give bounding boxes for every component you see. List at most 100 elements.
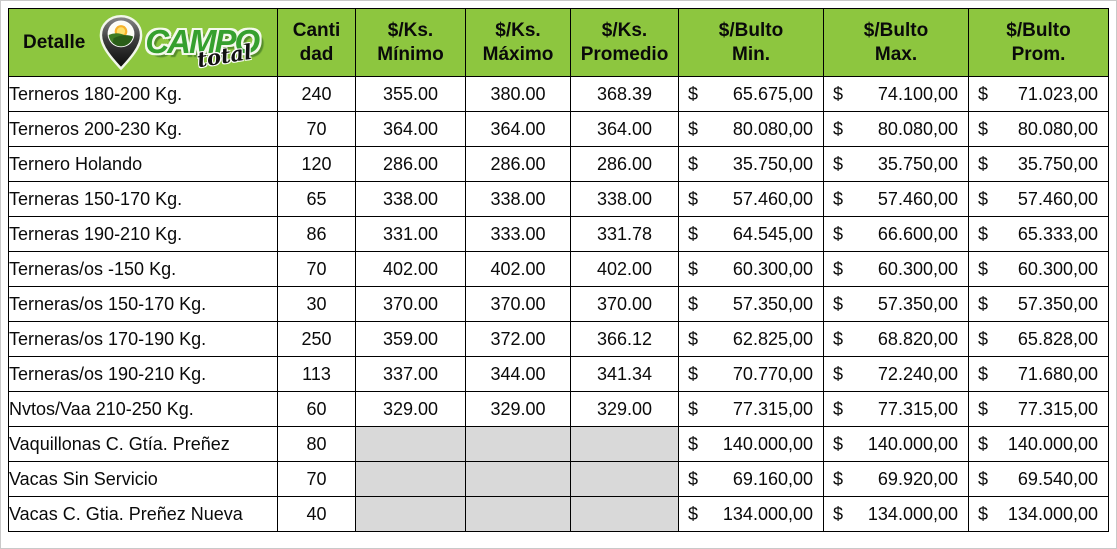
amount-value: 80.080,00	[877, 118, 958, 139]
ks-min-cell: 355.00	[355, 76, 466, 112]
ks-prom-cell: 370.00	[570, 286, 679, 322]
bulto-min-cell: $77.315,00	[678, 391, 824, 427]
amount-value: 140.000,00	[867, 433, 958, 454]
detalle-cell: Ternero Holando	[8, 146, 278, 182]
currency-symbol: $	[833, 118, 844, 139]
amount-value: 35.750,00	[1017, 153, 1098, 174]
amount-value: 57.460,00	[1017, 188, 1098, 209]
table-body: Terneros 180-200 Kg. 240 355.00 380.00 3…	[8, 76, 1109, 532]
bulto-prom-cell: $65.828,00	[968, 321, 1109, 357]
header-cantidad: Canti dad	[277, 8, 356, 77]
table-row: Terneras/os 150-170 Kg. 30 370.00 370.00…	[8, 286, 1109, 322]
bulto-max-cell: $72.240,00	[823, 356, 969, 392]
ks-prom-cell: 286.00	[570, 146, 679, 182]
bulto-prom-cell: $60.300,00	[968, 251, 1109, 287]
currency-symbol: $	[978, 363, 989, 384]
bulto-prom-cell: $80.080,00	[968, 111, 1109, 147]
currency-symbol: $	[688, 258, 699, 279]
cantidad-cell: 60	[277, 391, 356, 427]
amount-value: 60.300,00	[877, 258, 958, 279]
bulto-max-cell: $57.460,00	[823, 181, 969, 217]
ks-min-cell: 338.00	[355, 181, 466, 217]
currency-symbol: $	[833, 223, 844, 244]
amount-value: 77.315,00	[1017, 398, 1098, 419]
detalle-cell: Terneras 190-210 Kg.	[8, 216, 278, 252]
ks-prom-cell	[570, 496, 679, 532]
bulto-max-cell: $57.350,00	[823, 286, 969, 322]
currency-symbol: $	[688, 363, 699, 384]
currency-symbol: $	[978, 468, 989, 489]
bulto-max-cell: $77.315,00	[823, 391, 969, 427]
currency-symbol: $	[978, 293, 989, 314]
currency-symbol: $	[833, 188, 844, 209]
ks-min-cell: 364.00	[355, 111, 466, 147]
cantidad-cell: 120	[277, 146, 356, 182]
ks-prom-cell: 329.00	[570, 391, 679, 427]
currency-symbol: $	[978, 503, 989, 524]
logo-campo-text: CAMPO	[145, 22, 260, 60]
bulto-max-cell: $68.820,00	[823, 321, 969, 357]
ks-min-cell: 359.00	[355, 321, 466, 357]
table-row: Terneros 180-200 Kg. 240 355.00 380.00 3…	[8, 76, 1109, 112]
location-pin-icon	[100, 14, 143, 70]
ks-max-cell: 338.00	[465, 181, 571, 217]
currency-symbol: $	[688, 223, 699, 244]
cantidad-cell: 65	[277, 181, 356, 217]
bulto-min-cell: $62.825,00	[678, 321, 824, 357]
currency-symbol: $	[978, 258, 989, 279]
ks-min-cell	[355, 426, 466, 462]
detalle-cell: Vaquillonas C. Gtía. Preñez	[8, 426, 278, 462]
header-detalle-cell: Detalle	[8, 8, 278, 77]
ks-max-cell: 333.00	[465, 216, 571, 252]
amount-value: 77.315,00	[732, 398, 813, 419]
bulto-max-cell: $69.920,00	[823, 461, 969, 497]
bulto-prom-cell: $65.333,00	[968, 216, 1109, 252]
ks-prom-cell: 364.00	[570, 111, 679, 147]
bulto-min-cell: $134.000,00	[678, 496, 824, 532]
currency-symbol: $	[833, 328, 844, 349]
currency-symbol: $	[688, 188, 699, 209]
amount-value: 57.460,00	[877, 188, 958, 209]
bulto-max-cell: $35.750,00	[823, 146, 969, 182]
amount-value: 70.770,00	[732, 363, 813, 384]
currency-symbol: $	[978, 188, 989, 209]
detalle-cell: Terneros 180-200 Kg.	[8, 76, 278, 112]
table-row: Terneras 150-170 Kg. 65 338.00 338.00 33…	[8, 181, 1109, 217]
amount-value: 65.828,00	[1017, 328, 1098, 349]
amount-value: 69.540,00	[1017, 468, 1098, 489]
currency-symbol: $	[688, 328, 699, 349]
table-row: Terneras/os -150 Kg. 70 402.00 402.00 40…	[8, 251, 1109, 287]
ks-prom-cell: 331.78	[570, 216, 679, 252]
ks-min-cell: 402.00	[355, 251, 466, 287]
amount-value: 60.300,00	[1017, 258, 1098, 279]
bulto-min-cell: $140.000,00	[678, 426, 824, 462]
ks-min-cell	[355, 461, 466, 497]
ks-prom-cell	[570, 426, 679, 462]
currency-symbol: $	[833, 468, 844, 489]
detalle-header-label: Detalle	[23, 31, 86, 53]
detalle-cell: Terneras/os 190-210 Kg.	[8, 356, 278, 392]
header-bulto-min: $/Bulto Min.	[678, 8, 824, 77]
currency-symbol: $	[833, 433, 844, 454]
bulto-min-cell: $64.545,00	[678, 216, 824, 252]
livestock-price-table: Detalle	[8, 8, 1109, 532]
currency-symbol: $	[978, 223, 989, 244]
detalle-cell: Terneras/os 150-170 Kg.	[8, 286, 278, 322]
cantidad-cell: 70	[277, 461, 356, 497]
currency-symbol: $	[688, 433, 699, 454]
bulto-max-cell: $134.000,00	[823, 496, 969, 532]
cantidad-cell: 40	[277, 496, 356, 532]
amount-value: 35.750,00	[732, 153, 813, 174]
amount-value: 71.680,00	[1017, 363, 1098, 384]
currency-symbol: $	[833, 503, 844, 524]
header-bulto-prom: $/Bulto Prom.	[968, 8, 1109, 77]
currency-symbol: $	[833, 363, 844, 384]
ks-min-cell	[355, 496, 466, 532]
bulto-min-cell: $69.160,00	[678, 461, 824, 497]
header-ks-minimo: $/Ks. Mínimo	[355, 8, 466, 77]
ks-prom-cell: 338.00	[570, 181, 679, 217]
amount-value: 60.300,00	[732, 258, 813, 279]
bulto-min-cell: $70.770,00	[678, 356, 824, 392]
header-bulto-max: $/Bulto Max.	[823, 8, 969, 77]
table-row: Terneras/os 170-190 Kg. 250 359.00 372.0…	[8, 321, 1109, 357]
